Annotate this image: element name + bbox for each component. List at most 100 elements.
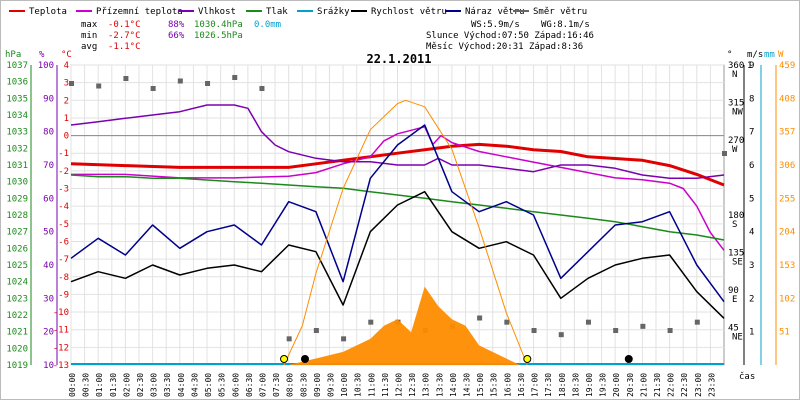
temp-tick: 2 <box>64 96 69 106</box>
radiation-tick: 204 <box>779 228 795 238</box>
wind-direction-point <box>123 76 129 81</box>
x-tick-label: 05:00 <box>204 373 213 397</box>
plot-area <box>69 64 727 366</box>
x-tick-label: 09:00 <box>313 373 322 397</box>
wind-speed-unit: m/s <box>747 50 763 60</box>
wind-speed-tick: 5 <box>749 194 754 204</box>
wind-direction-point <box>531 328 537 333</box>
x-tick-label: 13:00 <box>422 373 431 397</box>
temp-tick: -2 <box>58 167 69 177</box>
stats-min-label: min <box>81 31 97 41</box>
temp-tick: -11 <box>53 326 69 336</box>
x-tick-label: 15:30 <box>490 373 499 397</box>
x-tick-label: 17:30 <box>544 373 553 397</box>
x-tick-label: 23:30 <box>707 373 716 397</box>
x-tick-label: 21:30 <box>653 373 662 397</box>
wind-speed-tick: 7 <box>749 128 754 138</box>
stats-min-temp: -2.7°C <box>108 31 141 41</box>
wind-direction-point <box>232 75 238 80</box>
wind-speed-tick: 3 <box>749 261 754 271</box>
humidity-tick: 20 <box>43 328 54 338</box>
wind-speed-tick: 9 <box>749 61 754 71</box>
x-tick-label: 16:30 <box>517 373 526 397</box>
x-tick-label: 22:00 <box>667 373 676 397</box>
pressure-tick: 1036 <box>6 78 28 88</box>
direction-tick: 360 <box>728 61 744 71</box>
temp-tick: -4 <box>58 202 69 212</box>
x-tick-label: 19:00 <box>585 373 594 397</box>
wind-sun-block: WS:5.9m/s WG:8.1m/s Slunce Východ:07:50 … <box>426 20 594 52</box>
temp-tick: -1 <box>58 149 69 159</box>
stats-max-press: 1030.4hPa <box>194 20 243 30</box>
stats-max-label: max <box>81 20 98 30</box>
humidity-tick: 10 <box>43 361 54 371</box>
y-axes: 1037103610351034103310321031103010291028… <box>6 61 795 371</box>
chart-title: 22.1.2011 <box>366 52 431 66</box>
pressure-tick: 1023 <box>6 294 28 304</box>
temp-tick: -9 <box>58 290 69 300</box>
series-theoretical-radiation <box>283 99 528 366</box>
series-vlhkost <box>70 104 725 180</box>
legend-label: Rychlost větru <box>371 7 447 17</box>
x-tick-label: 08:00 <box>286 373 295 397</box>
direction-tick: 90 <box>728 286 739 296</box>
temp-tick: -7 <box>58 255 69 265</box>
direction-compass: E <box>732 295 737 305</box>
humidity-tick: 60 <box>43 194 54 204</box>
x-tick-label: 22:30 <box>680 373 689 397</box>
x-tick-label: 14:00 <box>449 373 458 397</box>
x-tick-label: 11:00 <box>367 373 376 397</box>
wind-speed-tick: 2 <box>749 294 754 304</box>
legend-label: Náraz větru <box>465 7 525 17</box>
radiation-tick: 408 <box>779 94 795 104</box>
radiation-unit: W <box>778 50 784 60</box>
x-tick-label: 05:30 <box>218 373 227 397</box>
radiation-tick: 102 <box>779 294 795 304</box>
pressure-tick: 1037 <box>6 61 28 71</box>
x-tick-label: 07:30 <box>272 373 281 397</box>
direction-tick: 45 <box>728 324 739 334</box>
x-tick-label: 09:30 <box>326 373 335 397</box>
pressure-tick: 1028 <box>6 211 28 221</box>
wind-speed-value: WS:5.9m/s <box>471 20 520 30</box>
radiation-tick: 51 <box>779 328 790 338</box>
stats-avg-temp: -1.1°C <box>108 42 141 52</box>
humidity-tick: 80 <box>43 128 54 138</box>
x-tick-label: 18:00 <box>558 373 567 397</box>
wind-direction-point <box>694 319 700 325</box>
temp-tick: 1 <box>64 114 69 124</box>
temp-tick: -13 <box>53 361 69 371</box>
direction-tick: 315 <box>728 99 744 109</box>
pressure-tick: 1027 <box>6 228 28 238</box>
pressure-tick: 1026 <box>6 244 28 254</box>
legend-label: Vlhkost <box>198 7 236 17</box>
x-tick-label: 06:00 <box>231 373 240 397</box>
x-tick-label: 00:00 <box>68 373 77 397</box>
x-tick-label: 21:00 <box>639 373 648 397</box>
x-tick-label: 06:30 <box>245 373 254 397</box>
series-n-raz-v-tru <box>70 124 725 303</box>
x-tick-label: 15:00 <box>476 373 485 397</box>
legend-label: Tlak <box>266 7 288 17</box>
x-tick-label: 12:30 <box>408 373 417 397</box>
series-teplota <box>70 142 725 187</box>
temp-tick: 0 <box>64 132 69 142</box>
wind-speed-tick: 6 <box>749 161 754 171</box>
pressure-tick: 1025 <box>6 261 28 271</box>
pressure-tick: 1021 <box>6 328 28 338</box>
x-axis: 00:00 00:30 01:00 01:30 02:00 02:30 03:00 03:30… <box>68 373 716 397</box>
direction-tick: 135 <box>728 249 744 259</box>
pressure-unit: hPa <box>5 50 21 60</box>
direction-compass: NE <box>732 333 743 343</box>
x-tick-label: 20:30 <box>626 373 635 397</box>
radiation-tick: 306 <box>779 161 795 171</box>
wind-direction-point <box>613 328 619 333</box>
wind-direction-point <box>96 83 102 89</box>
wind-direction-point <box>177 78 183 84</box>
wind-direction-point <box>477 315 483 321</box>
stats-block: max -0.1°C 88% 1030.4hPa 0.0mm min -2.7°… <box>81 20 281 52</box>
wind-direction-point <box>205 81 211 86</box>
x-tick-label: 04:30 <box>190 373 199 397</box>
temp-tick: 3 <box>64 79 69 89</box>
